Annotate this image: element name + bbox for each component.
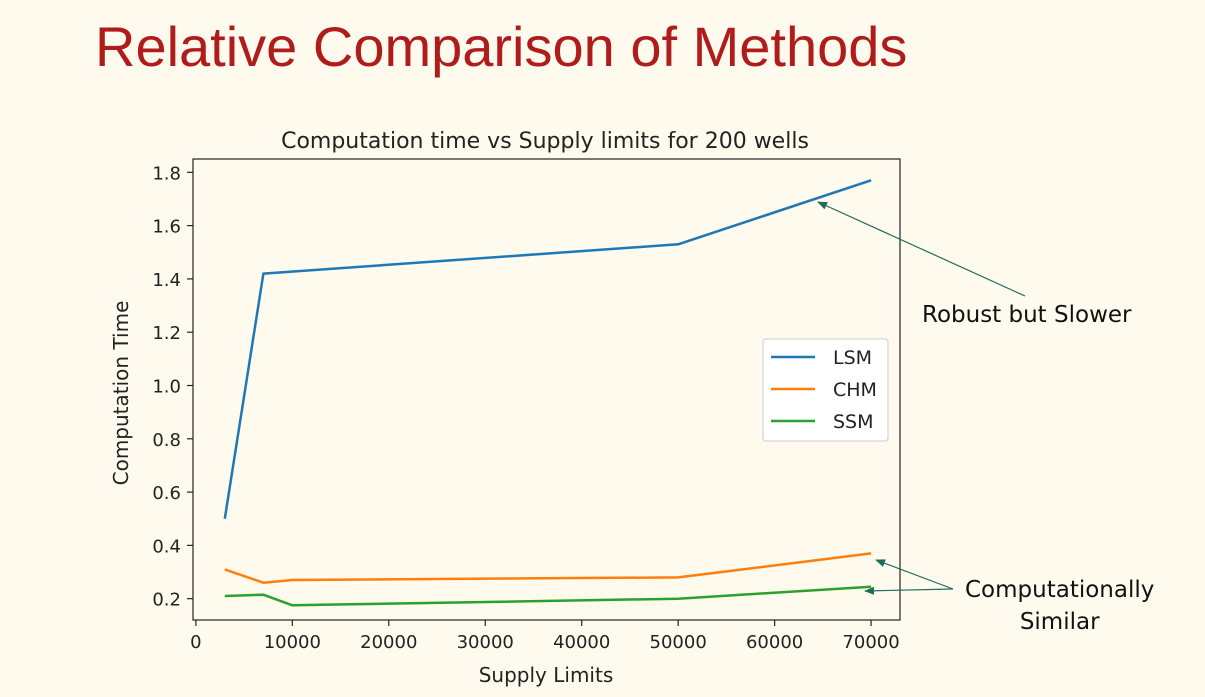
y-axis-label: Computation Time	[109, 301, 133, 486]
arrow-similar-chm	[875, 559, 954, 590]
slide-title: Relative Comparison of Methods	[95, 15, 908, 78]
x-axis: 0 10000 20000 30000 40000 50000 60000 70000	[190, 620, 900, 653]
series-line-lsm	[223, 179, 872, 519]
y-tick-label: 1.2	[152, 323, 181, 344]
legend-label-lsm: LSM	[833, 347, 872, 369]
annotation-similar-line2: Similar	[1019, 609, 1100, 635]
legend-label-ssm: SSM	[833, 411, 874, 433]
annotation-similar: Computationally Similar	[965, 574, 1154, 638]
legend: LSM CHM SSM	[762, 338, 889, 442]
x-tick-label: 50000	[650, 632, 707, 653]
x-tick-label: 20000	[360, 632, 417, 653]
y-tick-label: 0.4	[152, 536, 181, 557]
y-tick-label: 1.4	[152, 270, 181, 291]
series-layer	[223, 179, 872, 607]
legend-label-chm: CHM	[833, 379, 877, 401]
y-tick-label: 1.8	[152, 163, 181, 184]
x-tick-label: 70000	[842, 632, 899, 653]
plot-frame	[192, 158, 901, 621]
y-axis: 0.2 0.4 0.6 0.8 1.0 1.2 1.4 1.6 1.8	[152, 163, 193, 611]
y-tick-label: 1.0	[152, 377, 181, 398]
arrow-similar-ssm	[864, 586, 954, 595]
x-tick-label: 60000	[746, 632, 803, 653]
x-tick-label: 0	[190, 632, 201, 653]
x-tick-label: 10000	[264, 632, 321, 653]
x-tick-label: 30000	[457, 632, 514, 653]
series-line-ssm	[224, 585, 872, 607]
y-tick-label: 0.2	[152, 590, 181, 611]
legend-box	[762, 338, 889, 442]
annotation-arrows	[817, 201, 1026, 595]
annotation-robust: Robust but Slower	[922, 302, 1132, 328]
y-tick-label: 1.6	[152, 217, 181, 238]
x-tick-label: 40000	[553, 632, 610, 653]
annotation-similar-line1: Computationally	[965, 577, 1155, 603]
y-tick-label: 0.6	[152, 483, 181, 504]
y-tick-label: 0.8	[152, 430, 181, 451]
series-line-chm	[224, 552, 872, 584]
chart-title: Computation time vs Supply limits for 20…	[281, 129, 809, 154]
arrow-robust	[817, 201, 1026, 297]
x-axis-label: Supply Limits	[479, 663, 614, 687]
